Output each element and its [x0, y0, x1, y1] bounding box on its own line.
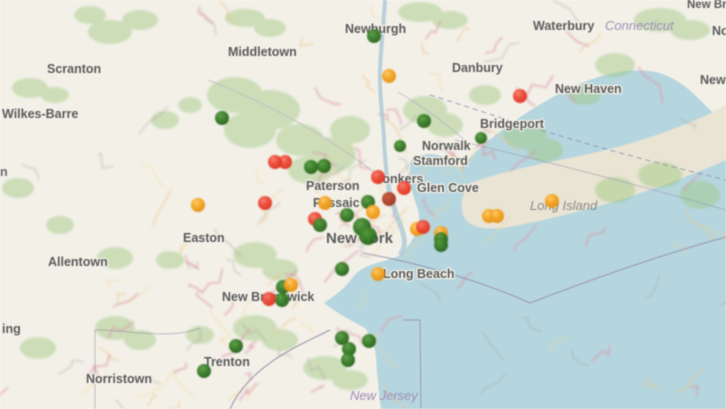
svg-text:Glen Cove: Glen Cove — [417, 181, 479, 195]
svg-text:New Britain: New Britain — [687, 0, 726, 11]
svg-text:New L: New L — [700, 73, 726, 87]
svg-text:Waterbury: Waterbury — [533, 19, 594, 33]
svg-text:Stamford: Stamford — [413, 154, 468, 168]
svg-text:New Jersey: New Jersey — [350, 388, 419, 403]
svg-text:Wilkes-Barre: Wilkes-Barre — [2, 107, 78, 121]
svg-text:Long Beach: Long Beach — [383, 267, 455, 281]
svg-text:Easton: Easton — [183, 231, 225, 245]
svg-text:Connecticut: Connecticut — [605, 18, 675, 33]
svg-text:Norwalk: Norwalk — [422, 139, 471, 153]
svg-text:Norristown: Norristown — [86, 372, 152, 386]
svg-text:Bridgeport: Bridgeport — [480, 117, 545, 131]
svg-text:New Haven: New Haven — [555, 82, 622, 96]
svg-text:Allentown: Allentown — [48, 255, 108, 269]
svg-text:Long Island: Long Island — [530, 198, 598, 213]
svg-text:No: No — [712, 24, 726, 38]
svg-text:ing: ing — [2, 322, 21, 336]
svg-text:Danbury: Danbury — [452, 61, 503, 75]
svg-text:Paterson: Paterson — [306, 179, 360, 193]
svg-text:n: n — [0, 165, 8, 179]
svg-text:Middletown: Middletown — [228, 45, 297, 59]
svg-text:Scranton: Scranton — [47, 62, 101, 76]
svg-text:Trenton: Trenton — [204, 355, 250, 369]
